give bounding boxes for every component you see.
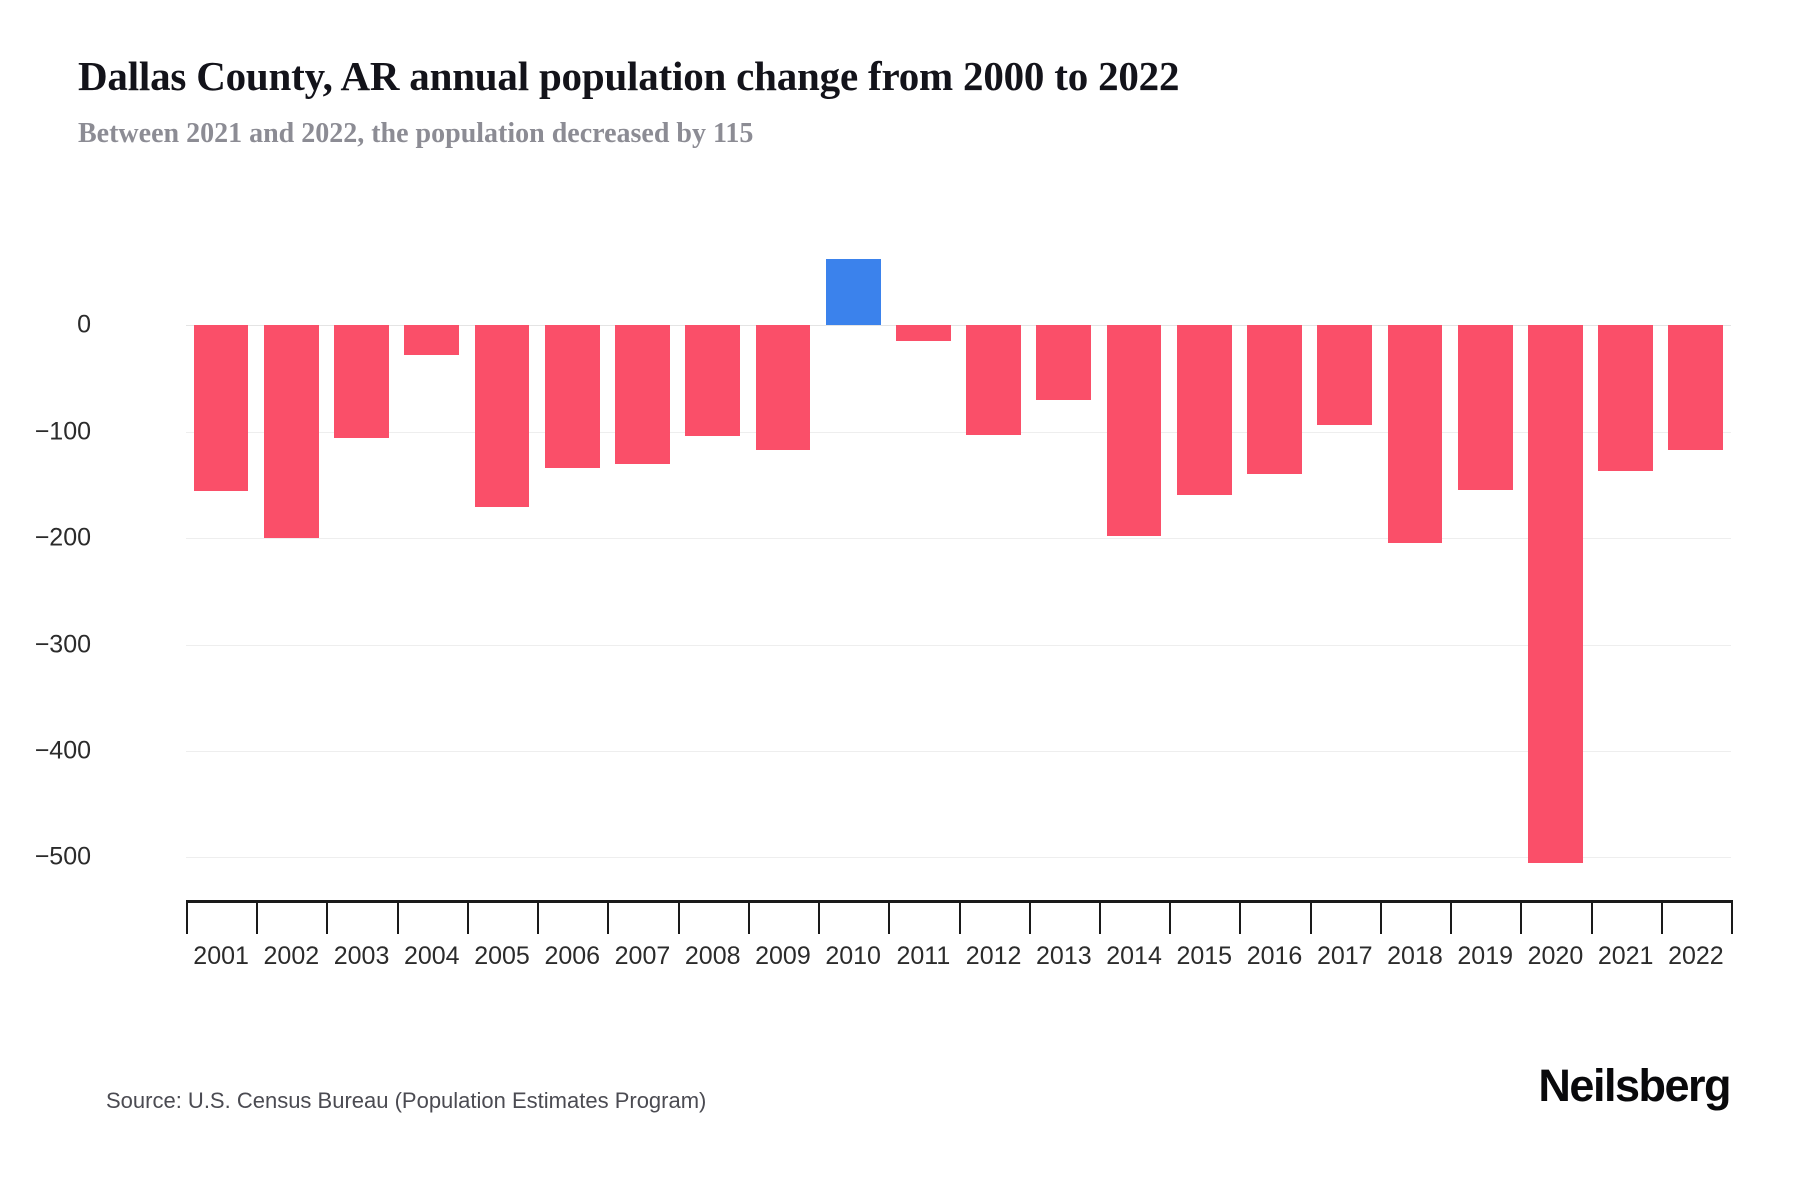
x-axis-tick <box>747 900 750 934</box>
y-axis-tick-label: −400 <box>34 736 91 765</box>
x-axis-tick <box>1660 900 1663 934</box>
bar-2022[interactable] <box>1668 325 1724 450</box>
x-axis-tick-label: 2014 <box>1106 942 1162 970</box>
gridline <box>186 750 1731 752</box>
chart-subtitle: Between 2021 and 2022, the population de… <box>78 118 754 149</box>
bar-2011[interactable] <box>895 325 951 342</box>
x-axis-tick <box>1169 900 1172 934</box>
x-axis-tick <box>1450 900 1453 934</box>
bar-2003[interactable] <box>334 325 389 438</box>
x-axis-tick-label: 2022 <box>1668 942 1724 970</box>
x-axis-tick-label: 2009 <box>755 942 811 970</box>
x-axis-tick-label: 2012 <box>965 942 1022 970</box>
bar-2014[interactable] <box>1106 325 1162 536</box>
x-axis-tick-label: 2017 <box>1316 942 1373 970</box>
gridline <box>186 538 1731 540</box>
y-axis-tick-label: −500 <box>34 842 91 871</box>
gridline <box>186 857 1731 859</box>
gridline <box>186 325 1731 327</box>
x-axis-tick <box>256 900 259 934</box>
x-axis-tick <box>818 900 821 934</box>
bar-2007[interactable] <box>615 325 670 464</box>
x-axis-tick-label: 2016 <box>1246 942 1303 970</box>
x-axis-tick-label: 2011 <box>896 942 951 970</box>
x-axis-tick-label: 2006 <box>544 942 601 970</box>
bar-2012[interactable] <box>966 325 1021 435</box>
x-axis-tick-labels: 2001 2002 2003 2004 2005 2006 2007 2008 2009 2010… <box>186 942 1731 982</box>
x-axis-tick <box>677 900 680 934</box>
x-axis-tick <box>1590 900 1593 934</box>
bar-2009[interactable] <box>755 325 811 450</box>
x-axis-tick <box>326 900 329 934</box>
x-axis-tick <box>537 900 540 934</box>
x-axis-tick <box>466 900 469 934</box>
x-axis-tick-label: 2001 <box>193 942 249 970</box>
bar-2010[interactable] <box>825 259 881 326</box>
y-axis-tick-label: −300 <box>34 630 91 659</box>
page-title: Dallas County, AR annual population chan… <box>78 53 1180 99</box>
bar-2005[interactable] <box>474 325 530 508</box>
x-axis-tick-label: 2010 <box>825 942 881 970</box>
brand-logo: Neilsberg <box>1538 1060 1731 1111</box>
bar-2002[interactable] <box>263 325 319 539</box>
bar-2015[interactable] <box>1176 325 1232 496</box>
x-axis-tick-label: 2002 <box>263 942 320 970</box>
bar-2001[interactable] <box>193 325 249 492</box>
bar-2020[interactable] <box>1528 325 1583 863</box>
x-axis-tick <box>1379 900 1382 934</box>
x-axis-tick-label: 2018 <box>1387 942 1443 970</box>
bar-series <box>186 240 1731 900</box>
gridline <box>186 644 1731 646</box>
x-axis-tick <box>1309 900 1312 934</box>
source-note: Source: U.S. Census Bureau (Population E… <box>106 1088 707 1113</box>
bar-2021[interactable] <box>1598 325 1654 471</box>
x-axis-tick <box>888 900 891 934</box>
bar-2019[interactable] <box>1457 325 1513 491</box>
x-axis-tick-label: 2003 <box>333 942 390 970</box>
x-axis-tick-label: 2005 <box>474 942 530 970</box>
x-axis-tick <box>1239 900 1242 934</box>
x-axis-tick-label: 2015 <box>1176 942 1233 970</box>
bar-2004[interactable] <box>404 325 460 355</box>
x-axis-tick <box>186 900 188 934</box>
x-axis-tick-label: 2004 <box>403 942 460 970</box>
x-axis-tick <box>958 900 961 934</box>
x-axis-tick <box>1028 900 1031 934</box>
gridline <box>186 431 1731 433</box>
x-axis-tick <box>396 900 399 934</box>
y-axis-tick-label: −200 <box>34 523 91 552</box>
bar-2013[interactable] <box>1036 325 1092 400</box>
x-axis-tick <box>607 900 610 934</box>
x-axis-tick <box>1520 900 1523 934</box>
x-axis-tick-label: 2020 <box>1527 942 1584 970</box>
x-axis-ticks <box>186 900 1733 934</box>
x-axis-tick-label: 2021 <box>1597 942 1654 970</box>
x-axis-tick-label: 2007 <box>614 942 671 970</box>
x-axis-tick-label: 2019 <box>1457 942 1514 970</box>
bar-chart-canvas: 0 −100 −200 −300 −400 −500 <box>35 240 1731 900</box>
x-axis-tick <box>1731 900 1733 934</box>
bar-2018[interactable] <box>1387 325 1443 544</box>
bar-2016[interactable] <box>1247 325 1302 475</box>
bar-2017[interactable] <box>1317 325 1373 426</box>
bar-2008[interactable] <box>685 325 741 436</box>
y-axis-tick-label: 0 <box>77 310 91 339</box>
x-axis-tick-label: 2008 <box>684 942 741 970</box>
x-axis-tick-label: 2013 <box>1036 942 1092 970</box>
x-axis-tick <box>1098 900 1101 934</box>
bar-2006[interactable] <box>544 325 600 468</box>
y-axis-tick-label: −100 <box>34 417 91 446</box>
